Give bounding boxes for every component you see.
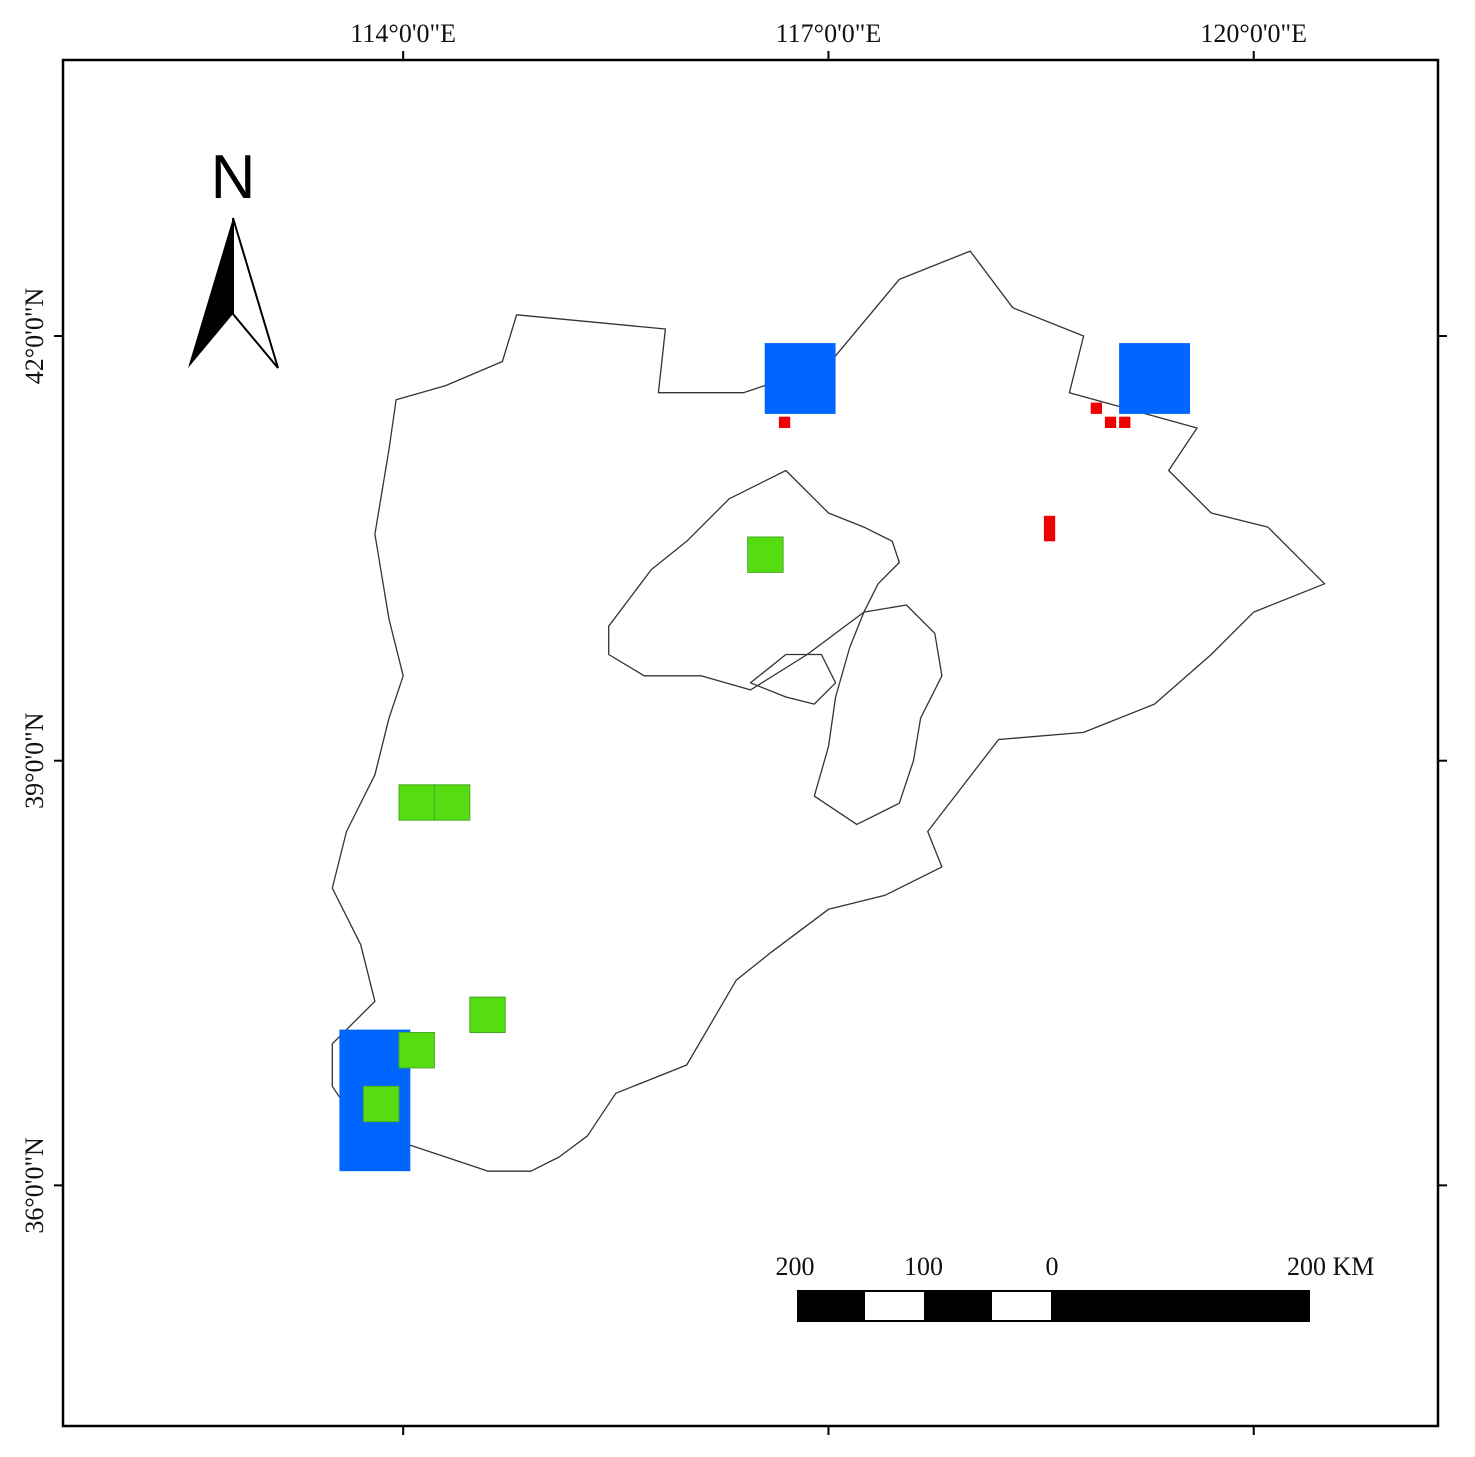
lat-tick-label: 39°0'0"N (20, 712, 49, 809)
north-arrow-label: N (211, 143, 256, 212)
hebei-outline (331, 250, 1326, 1172)
green-cell-1 (747, 536, 784, 573)
beijing-outline (608, 469, 900, 691)
red-cell-1 (778, 416, 791, 428)
blue-cell-north (764, 343, 836, 414)
north-arrow: N (188, 143, 279, 369)
red-cell-3 (1090, 402, 1102, 414)
red-cell-5 (1119, 416, 1131, 428)
lon-tick-label: 114°0'0"E (350, 19, 456, 48)
scale-label: 0 (1046, 1252, 1059, 1281)
green-cell-6 (363, 1085, 400, 1123)
scale-bar (797, 1290, 1310, 1322)
scale-label: 200 KM (1287, 1252, 1374, 1281)
tianjin-outline (813, 604, 943, 826)
green-cell-3 (433, 784, 471, 821)
lon-tick-label: 117°0'0"E (776, 19, 882, 48)
grid-cells (339, 343, 1190, 1172)
green-cell-4 (469, 996, 506, 1033)
lat-tick-label: 36°0'0"N (20, 1137, 49, 1234)
region-boundaries (331, 250, 1326, 1172)
scale-label: 200 (776, 1252, 815, 1281)
scale-segment-4 (990, 1290, 1053, 1322)
red-cell-2 (1043, 515, 1056, 542)
scale-bar-labels: 200 100 0 200 KM (776, 1252, 1375, 1281)
axis-ticks: 114°0'0"E 117°0'0"E 120°0'0"E 42°0'0"N 39°0'… (20, 19, 1447, 1435)
north-arrow-left-half (188, 218, 233, 368)
langfang-outline (749, 653, 837, 705)
green-cell-5 (398, 1032, 435, 1069)
lon-tick-label: 120°0'0"E (1200, 19, 1307, 48)
scale-segment-1 (797, 1290, 865, 1322)
north-arrow-right-half (232, 217, 279, 369)
scale-label: 100 (904, 1252, 943, 1281)
map-frame (61, 58, 1440, 1428)
green-cell-2 (398, 784, 435, 821)
scale-segment-5 (1051, 1290, 1310, 1322)
red-cell-4 (1104, 416, 1117, 428)
scale-segment-2 (863, 1290, 926, 1322)
lat-tick-label: 42°0'0"N (20, 288, 49, 385)
scale-segment-3 (924, 1290, 992, 1322)
blue-cell-northeast (1119, 343, 1190, 414)
